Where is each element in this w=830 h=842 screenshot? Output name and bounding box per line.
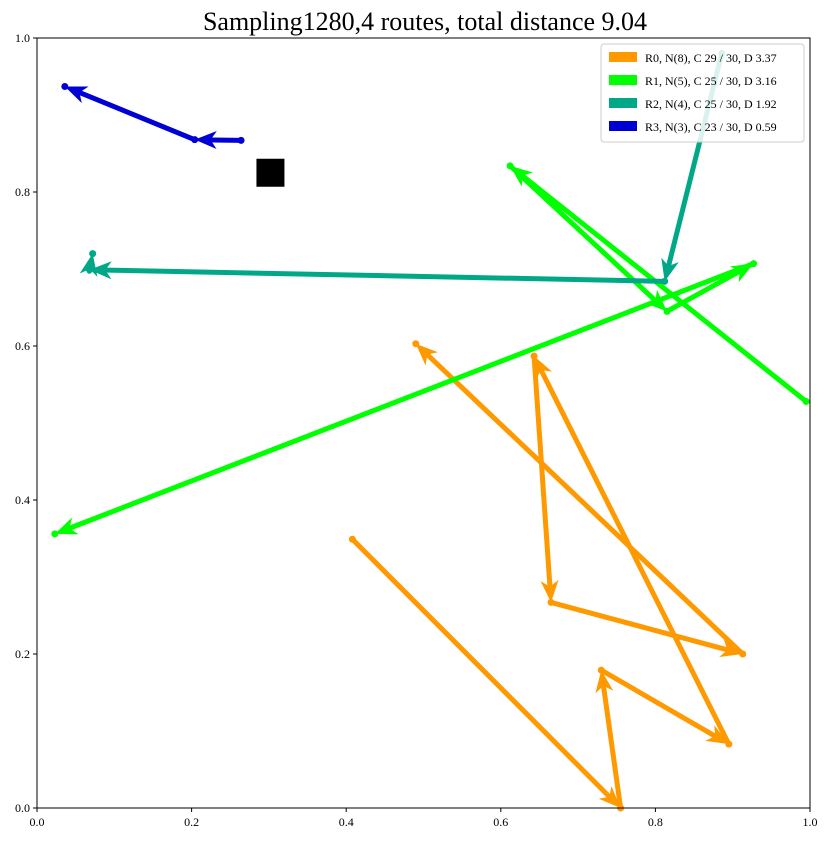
route-r0-node [597, 666, 605, 674]
legend-label-r2: R2, N(4), C 25 / 30, D 1.92 [645, 97, 777, 111]
y-tick-label: 0.0 [15, 801, 30, 815]
route-r0-arrowhead [595, 670, 614, 694]
route-r0-segment [349, 536, 611, 798]
route-r3-arrowhead [64, 86, 89, 104]
x-tick-label: 0.2 [184, 815, 199, 829]
route-r1-arrowhead [54, 517, 79, 535]
route-r0 [348, 340, 747, 812]
y-tick-label: 0.8 [15, 185, 30, 199]
depot-layer [256, 158, 285, 187]
route-r3-node [61, 83, 69, 91]
legend: R0, N(8), C 29 / 30, D 3.37 R1, N(5), C 2… [600, 43, 805, 143]
chart-title: Sampling1280,4 routes, total distance 9.… [203, 7, 647, 36]
route-r1-node [802, 397, 810, 405]
route-r3-arrowhead [194, 131, 217, 150]
route-r1-node [663, 307, 671, 315]
route-r0-segment [598, 667, 716, 738]
legend-swatch-r2 [609, 98, 637, 108]
route-r0-node [739, 650, 747, 658]
y-tick-label: 0.4 [15, 493, 30, 507]
route-r3-node [191, 136, 199, 144]
route-r0-node [412, 340, 420, 348]
x-axis: 0.0 0.2 0.4 0.6 0.8 1.0 [30, 808, 818, 829]
y-axis: 0.0 0.2 0.4 0.6 0.8 1.0 [15, 31, 37, 815]
route-r1-node [750, 260, 758, 268]
legend-label-r1: R1, N(5), C 25 / 30, D 3.16 [645, 74, 777, 88]
route-r0-arrowhead [534, 356, 552, 380]
route-r0-arrowhead [719, 639, 743, 657]
route-r0-segment [548, 599, 728, 652]
plot-frame [36, 37, 811, 809]
route-r0-segment [426, 353, 746, 657]
route-r2-arrowhead [661, 257, 679, 282]
route-r0-node [530, 352, 538, 360]
routes-layer [51, 49, 810, 812]
route-r3 [61, 83, 245, 150]
route-r0-arrowhead [415, 343, 438, 366]
route-r2-node [661, 277, 669, 285]
depot-marker [256, 158, 285, 187]
x-tick-label: 0.4 [339, 815, 354, 829]
x-tick-label: 0.6 [493, 815, 508, 829]
route-r0-node [348, 535, 356, 543]
route-r2-arrowhead [89, 261, 112, 280]
y-tick-label: 0.2 [15, 647, 30, 661]
route-r0-segment [531, 353, 553, 587]
x-tick-label: 0.0 [30, 815, 45, 829]
route-r1-node [506, 162, 514, 170]
route-r0-arrowhead [540, 579, 559, 603]
legend-label-r3: R3, N(3), C 23 / 30, D 0.59 [645, 120, 777, 134]
route-r0-arrowhead [598, 786, 621, 808]
legend-label-r0: R0, N(8), C 29 / 30, D 3.37 [645, 51, 777, 65]
route-r1-segment [69, 261, 757, 530]
route-r1-segment [521, 174, 809, 404]
legend-swatch-r0 [609, 52, 637, 62]
route-r0-segment [601, 685, 624, 811]
route-r2-node [86, 266, 94, 274]
legend-swatch-r1 [609, 75, 637, 85]
route-r1-node [51, 530, 59, 538]
route-r0-node [547, 598, 555, 606]
legend-swatch-r3 [609, 121, 637, 131]
route-r0-arrowhead [705, 725, 729, 745]
route-r0-segment [539, 369, 732, 747]
route-r1 [51, 162, 810, 538]
route-r2-arrowhead [79, 253, 98, 277]
route-r0-node [725, 740, 733, 748]
route-r2-node [89, 250, 97, 258]
legend-box [600, 43, 805, 143]
route-r3-node [237, 136, 245, 144]
plot-area [37, 38, 810, 808]
y-tick-label: 1.0 [15, 31, 30, 45]
route-r2-segment [105, 267, 668, 284]
x-tick-label: 0.8 [648, 815, 663, 829]
route-r1-segment [507, 163, 657, 302]
x-tick-label: 1.0 [803, 815, 818, 829]
route-r3-segment [78, 90, 198, 143]
y-tick-label: 0.6 [15, 339, 30, 353]
route-r1-segment [664, 269, 741, 314]
